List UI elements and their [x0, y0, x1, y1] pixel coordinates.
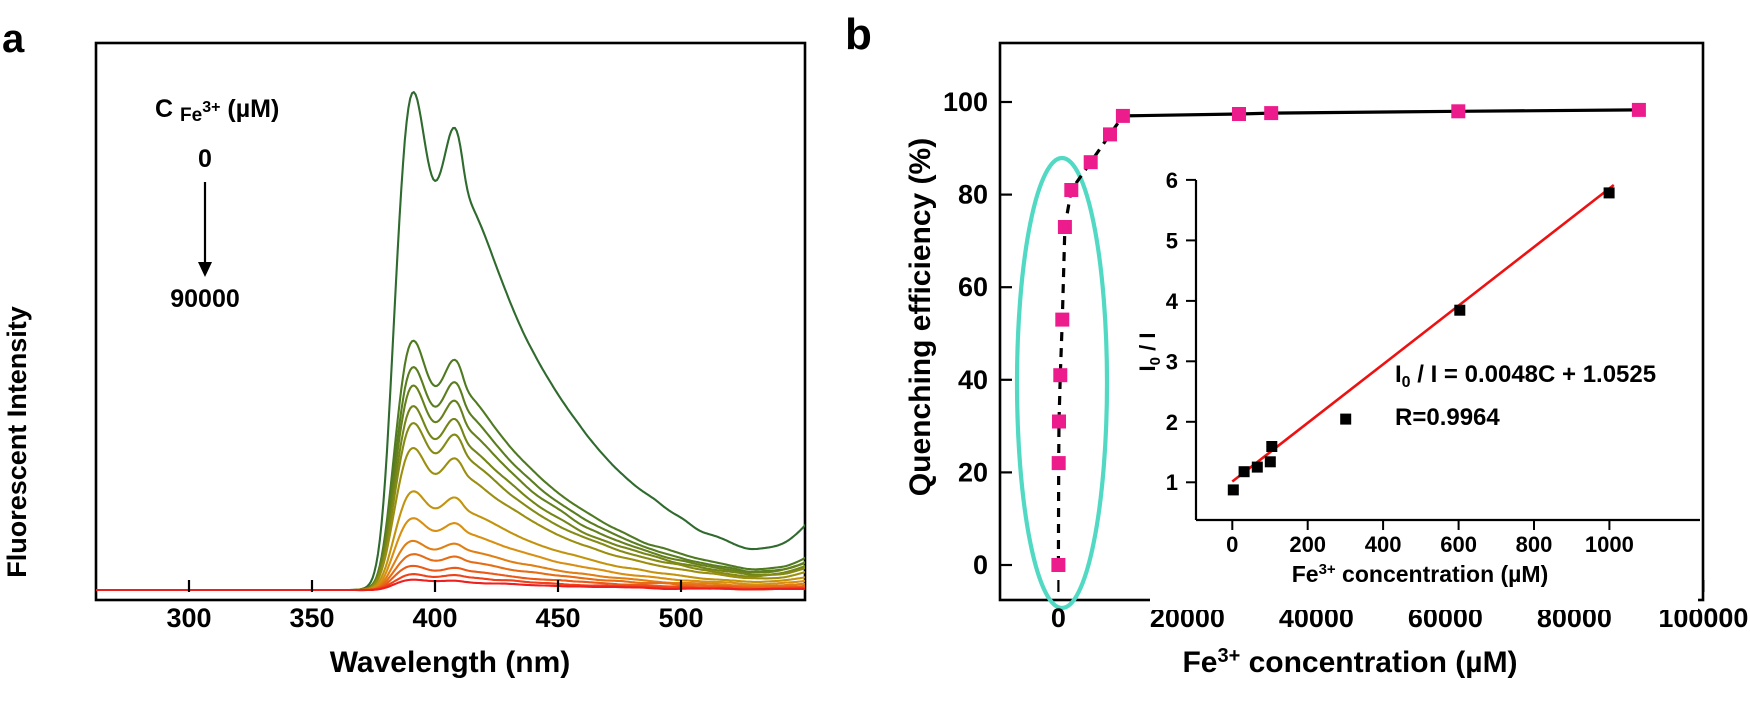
svg-text:0: 0: [1226, 532, 1238, 557]
svg-text:20: 20: [958, 457, 988, 487]
svg-text:Quenching efficiency (%): Quenching efficiency (%): [904, 138, 937, 496]
svg-text:5: 5: [1166, 228, 1178, 253]
svg-text:100: 100: [943, 87, 988, 117]
svg-text:350: 350: [289, 603, 334, 633]
svg-text:Fluorescent Intensity: Fluorescent Intensity: [2, 306, 32, 578]
svg-text:b: b: [845, 10, 872, 59]
svg-text:R=0.9964: R=0.9964: [1395, 404, 1500, 431]
svg-text:Fe3+ concentration (µM): Fe3+ concentration (µM): [1182, 645, 1517, 679]
svg-text:300: 300: [166, 603, 211, 633]
svg-text:1000: 1000: [1585, 532, 1634, 557]
svg-text:40: 40: [958, 365, 988, 395]
svg-text:1: 1: [1166, 470, 1178, 495]
svg-text:0: 0: [198, 145, 212, 173]
svg-text:90000: 90000: [170, 285, 240, 313]
svg-text:Wavelength (nm): Wavelength (nm): [330, 646, 571, 679]
svg-text:a: a: [2, 17, 25, 61]
svg-text:0: 0: [1051, 603, 1066, 633]
svg-text:I0 / I = 0.0048C + 1.0525: I0 / I = 0.0048C + 1.0525: [1395, 361, 1656, 391]
svg-text:400: 400: [1365, 532, 1402, 557]
svg-text:60: 60: [958, 272, 988, 302]
svg-text:200: 200: [1289, 532, 1326, 557]
svg-text:4: 4: [1166, 289, 1179, 314]
svg-text:0: 0: [973, 550, 988, 580]
svg-text:2: 2: [1166, 410, 1178, 435]
svg-text:500: 500: [658, 603, 703, 633]
svg-text:600: 600: [1440, 532, 1477, 557]
svg-text:400: 400: [412, 603, 457, 633]
svg-text:450: 450: [535, 603, 580, 633]
svg-text:I0 / I: I0 / I: [1135, 333, 1164, 372]
svg-text:3: 3: [1166, 349, 1178, 374]
svg-text:80: 80: [958, 180, 988, 210]
svg-text:800: 800: [1516, 532, 1553, 557]
svg-text:6: 6: [1166, 168, 1178, 193]
